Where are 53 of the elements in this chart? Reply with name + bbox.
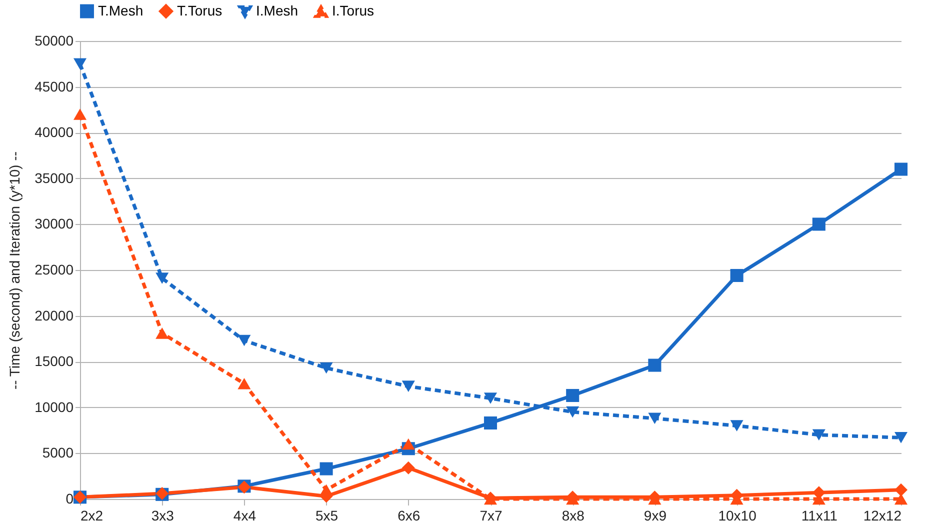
point	[402, 438, 415, 450]
legend-label: T.Torus	[177, 2, 222, 18]
point	[730, 420, 744, 432]
y-tick-label: 45000	[34, 78, 74, 94]
y-tick-label: 25000	[34, 262, 74, 278]
y-tick-label: 40000	[34, 124, 74, 140]
point	[812, 218, 826, 231]
point	[648, 412, 662, 424]
x-tick-label: 6x6	[398, 508, 420, 524]
point	[894, 432, 908, 444]
y-tick-label: 10000	[34, 398, 74, 415]
point	[812, 429, 826, 441]
point	[156, 328, 169, 339]
legend-label: T.Mesh	[98, 2, 144, 18]
y-tick-label: 0	[66, 490, 74, 506]
point	[566, 406, 580, 418]
legend-label: I.Mesh	[256, 2, 298, 19]
x-tick-label: 5x5	[316, 508, 338, 524]
point	[73, 58, 87, 70]
point	[894, 493, 908, 505]
x-tick-label: 2x2	[80, 508, 104, 524]
y-axis-title: -- Time (second) and Iteration (y*10) --	[6, 151, 23, 390]
x-tick-label: 8x8	[562, 508, 585, 524]
legend-label: I.Torus	[332, 2, 374, 19]
y-tick-label: 15000	[34, 353, 74, 370]
point	[566, 388, 580, 402]
point	[238, 334, 251, 346]
point	[730, 268, 744, 282]
y-tick-label: 50000	[34, 32, 74, 48]
point	[73, 108, 87, 120]
x-tick-label: 12x12	[863, 508, 902, 524]
y-tick-label: 5000	[42, 444, 74, 461]
point	[402, 461, 415, 474]
point	[402, 380, 415, 392]
point	[156, 272, 169, 284]
point	[894, 162, 908, 176]
y-tick-label: 35000	[34, 170, 74, 186]
point	[648, 358, 662, 372]
point	[894, 483, 908, 496]
x-tick-label: 11x11	[801, 508, 838, 524]
x-tick-label: 3x3	[151, 508, 174, 524]
point	[484, 392, 498, 404]
x-tick-label: 7x7	[480, 508, 502, 524]
y-tick-label: 30000	[34, 216, 74, 232]
y-tick-label: 20000	[34, 307, 74, 324]
point	[320, 362, 333, 374]
point	[238, 378, 251, 390]
x-tick-label: 10x10	[718, 508, 757, 524]
point	[320, 484, 333, 496]
point	[484, 416, 498, 430]
point	[320, 462, 333, 476]
x-tick-label: 9x9	[644, 508, 667, 524]
x-tick-label: 4x4	[233, 508, 256, 524]
